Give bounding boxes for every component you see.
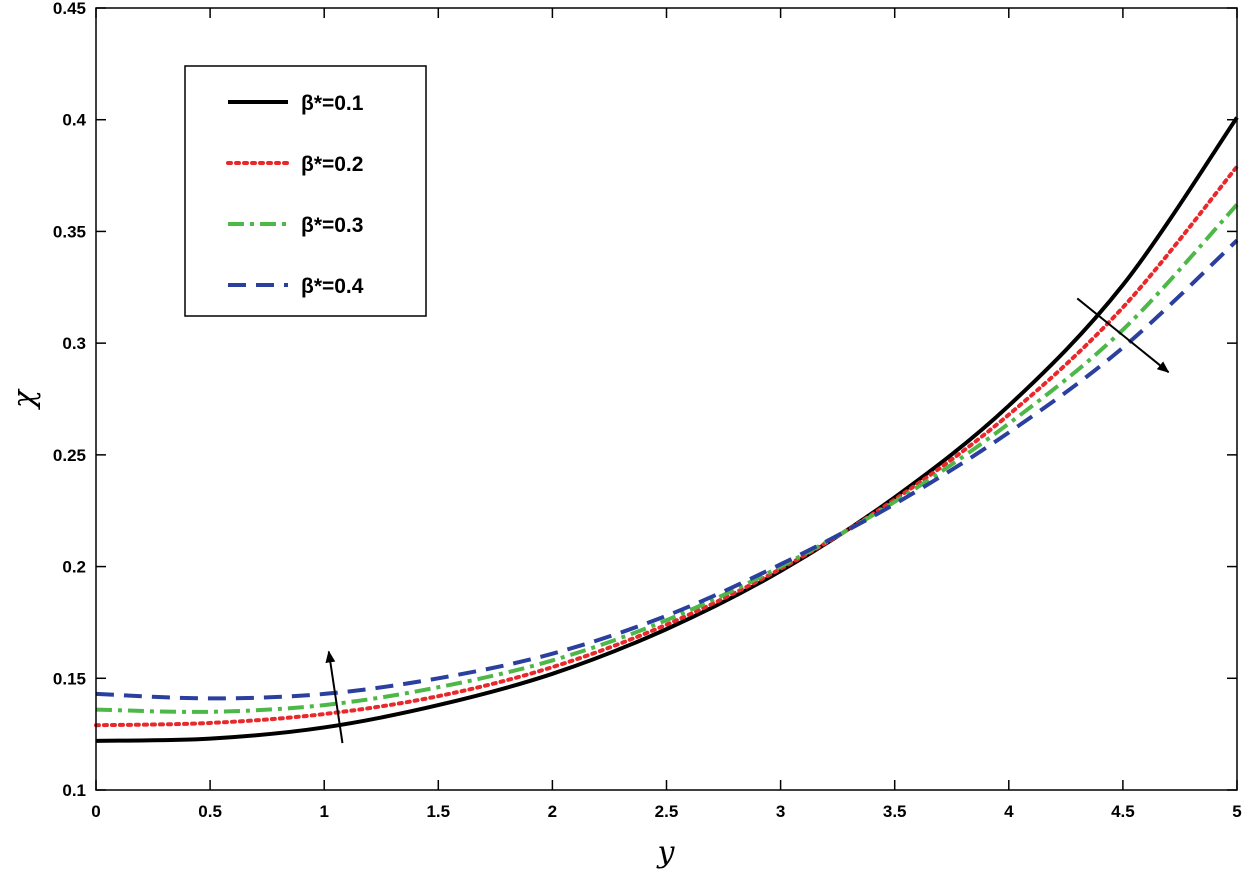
x-tick-label: 3	[776, 802, 785, 821]
y-tick-label: 0.35	[53, 222, 86, 241]
legend-label-1: β*=0.1	[301, 92, 364, 115]
series-line-1	[95, 116, 1239, 743]
x-axis-label: y	[656, 835, 676, 870]
x-axis: 0 0.5 1 1.5 2 2.5 3 3.5 4 4.5 5	[91, 8, 1242, 821]
x-tick-label: 0.5	[198, 802, 222, 821]
annotation-layer	[325, 297, 1170, 744]
x-tick-label: 1	[319, 802, 328, 821]
legend-box	[184, 65, 427, 317]
y-axis: 0.1 0.15 0.2 0.25 0.3 0.35 0.4 0.45	[53, 0, 1237, 800]
y-tick-label: 0.15	[53, 669, 86, 688]
trend-arrow-1	[325, 650, 344, 744]
x-tick-label: 2.5	[655, 802, 679, 821]
y-axis-label: χ	[7, 388, 42, 410]
x-tick-label: 4.5	[1111, 802, 1135, 821]
legend-label-3: β*=0.3	[301, 214, 363, 237]
x-tick-label: 2	[548, 802, 557, 821]
legend-label-4: β*=0.4	[301, 275, 364, 298]
x-tick-label: 0	[91, 802, 100, 821]
y-tick-label: 0.1	[62, 781, 86, 800]
x-tick-label: 1.5	[426, 802, 450, 821]
legend-label-2: β*=0.2	[301, 153, 363, 176]
x-tick-label: 5	[1232, 802, 1241, 821]
y-tick-label: 0.25	[53, 446, 86, 465]
series-line-2	[94, 164, 1239, 728]
legend: β*=0.1 β*=0.2 β*=0.3 β*=0.4	[184, 65, 427, 317]
y-tick-label: 0.2	[62, 558, 86, 577]
y-tick-label: 0.45	[53, 0, 86, 18]
series-layer	[94, 116, 1239, 743]
series-line-3	[95, 203, 1239, 714]
y-tick-label: 0.3	[62, 334, 86, 353]
series-line-4	[95, 238, 1239, 701]
x-tick-label: 4	[1004, 802, 1014, 821]
trend-arrow-2	[1076, 297, 1170, 373]
x-tick-label: 3.5	[883, 802, 907, 821]
y-tick-label: 0.4	[62, 111, 86, 130]
